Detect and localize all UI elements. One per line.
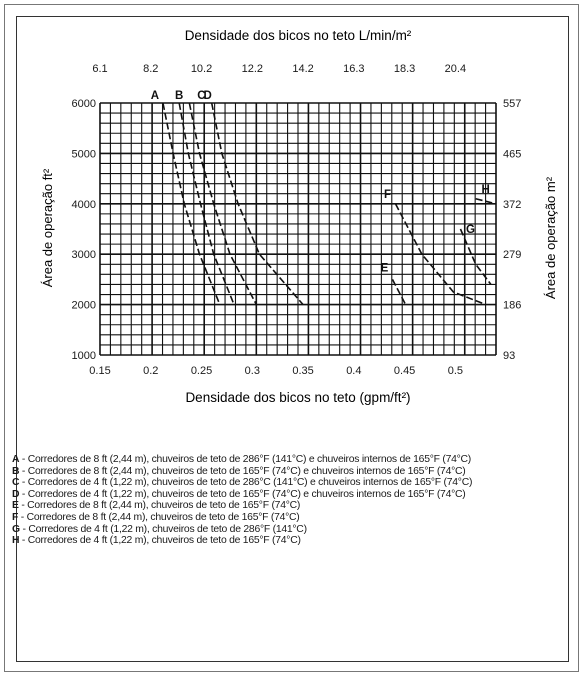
legend-key: G <box>12 523 20 535</box>
top-tick-label: 14.2 <box>292 63 313 75</box>
figure-frame <box>4 4 579 672</box>
legend-entry: E - Corredores de 8 ft (2,44 m), chuveir… <box>12 500 572 512</box>
x-tick-label: 0.5 <box>448 365 463 377</box>
legend-entry: F - Corredores de 8 ft (2,44 m), chuveir… <box>12 512 572 524</box>
series-label-d: D <box>204 90 212 102</box>
series-line-h <box>475 197 497 205</box>
x-tick-label: 0.35 <box>292 365 313 377</box>
y-tick-label: 6000 <box>72 98 96 110</box>
x-tick-label: 0.25 <box>191 365 212 377</box>
legend-entry: G - Corredores de 4 ft (1,22 m), chuveir… <box>12 524 572 536</box>
curve-labels: A B CD E F G H <box>151 90 490 274</box>
top-tick-label: 18.3 <box>394 63 415 75</box>
y-axis-label-left: Área de operação ft² <box>40 168 55 287</box>
right-tick-label: 372 <box>503 199 521 211</box>
legend-text: - Corredores de 8 ft (2,44 m), chuveiros… <box>18 511 300 523</box>
legend-entry: H - Corredores de 4 ft (1,22 m), chuveir… <box>12 535 572 547</box>
series-label-g: G <box>466 224 475 236</box>
legend-text: - Corredores de 4 ft (1,22 m), chuveiros… <box>19 477 473 489</box>
series-line-g <box>459 228 492 285</box>
series-label-a: A <box>151 90 159 102</box>
y-tick-label: 4000 <box>72 199 96 211</box>
series-line-b <box>178 102 235 305</box>
x-axis-label: Densidade dos bicos no teto (gpm/ft²) <box>185 390 410 405</box>
legend-text: - Corredores de 8 ft (2,44 m), chuveiros… <box>19 454 472 465</box>
right-tick-label: 279 <box>503 249 521 261</box>
figure-border <box>16 16 569 662</box>
legend-text: - Corredores de 8 ft (2,44 m), chuveiros… <box>18 500 301 512</box>
series-line-a <box>162 102 221 305</box>
legend-entry: B - Corredores de 8 ft (2,44 m), chuveir… <box>12 466 572 478</box>
ticks: 0.15 0.2 0.25 0.3 0.35 0.4 0.45 0.5 6.1 8.2 10.2 12… <box>72 63 522 377</box>
series-label-f: F <box>384 189 391 201</box>
x-tick-label: 0.3 <box>245 365 260 377</box>
curves <box>162 102 497 306</box>
top-tick-label: 16.3 <box>343 63 364 75</box>
right-tick-label: 93 <box>503 350 515 362</box>
top-tick-label: 20.4 <box>445 63 466 75</box>
series-label-c: C <box>197 90 205 102</box>
legend-entry: D - Corredores de 4 ft (1,22 m), chuveir… <box>12 489 572 501</box>
grid <box>99 102 497 356</box>
series-line-c <box>188 102 258 305</box>
y-tick-label: 5000 <box>72 148 96 160</box>
right-tick-label: 186 <box>503 300 521 312</box>
series-label-b: B <box>175 90 183 102</box>
top-tick-label: 10.2 <box>191 63 212 75</box>
legend-key: H <box>12 535 20 547</box>
legend-entry: C - Corredores de 4 ft (1,22 m), chuveir… <box>12 477 572 489</box>
legend-text: - Corredores de 8 ft (2,44 m), chuveiros… <box>19 465 466 477</box>
y-axis-label-right: Área de operação m² <box>543 176 558 299</box>
legend-key: E <box>12 500 19 512</box>
series-line-e <box>391 279 407 305</box>
legend-entry: A - Corredores de 8 ft (2,44 m), chuveir… <box>12 454 572 466</box>
y-tick-label: 2000 <box>72 300 96 312</box>
series-line-f <box>394 203 487 306</box>
right-tick-label: 465 <box>503 148 521 160</box>
legend-key: D <box>12 488 20 500</box>
legend-text: - Corredores de 4 ft (1,22 m), chuveiros… <box>19 488 466 500</box>
x-tick-label: 0.45 <box>394 365 415 377</box>
series-line-d <box>210 102 304 306</box>
x-tick-label: 0.2 <box>143 365 158 377</box>
legend-key: F <box>12 511 19 523</box>
y-tick-label: 1000 <box>72 350 96 362</box>
right-tick-label: 557 <box>503 98 521 110</box>
legend-text: - Corredores de 4 ft (1,22 m), chuveiros… <box>19 535 301 547</box>
x-tick-label: 0.15 <box>89 365 110 377</box>
chart-title: Densidade dos bicos no teto L/min/m² <box>185 28 412 43</box>
x-tick-label: 0.4 <box>346 365 361 377</box>
y-tick-label: 3000 <box>72 249 96 261</box>
top-tick-label: 6.1 <box>92 63 107 75</box>
top-tick-label: 8.2 <box>143 63 158 75</box>
legend-key: A <box>12 454 20 465</box>
series-label-e: E <box>381 262 389 274</box>
legend: A - Corredores de 8 ft (2,44 m), chuveir… <box>12 454 572 547</box>
legend-text: - Corredores de 4 ft (1,22 m), chuveiros… <box>19 523 307 535</box>
chart: Densidade dos bicos no teto L/min/m² Den… <box>40 28 558 405</box>
series-label-h: H <box>482 184 490 196</box>
legend-key: B <box>12 465 20 477</box>
top-tick-label: 12.2 <box>242 63 263 75</box>
legend-key: C <box>12 477 20 489</box>
